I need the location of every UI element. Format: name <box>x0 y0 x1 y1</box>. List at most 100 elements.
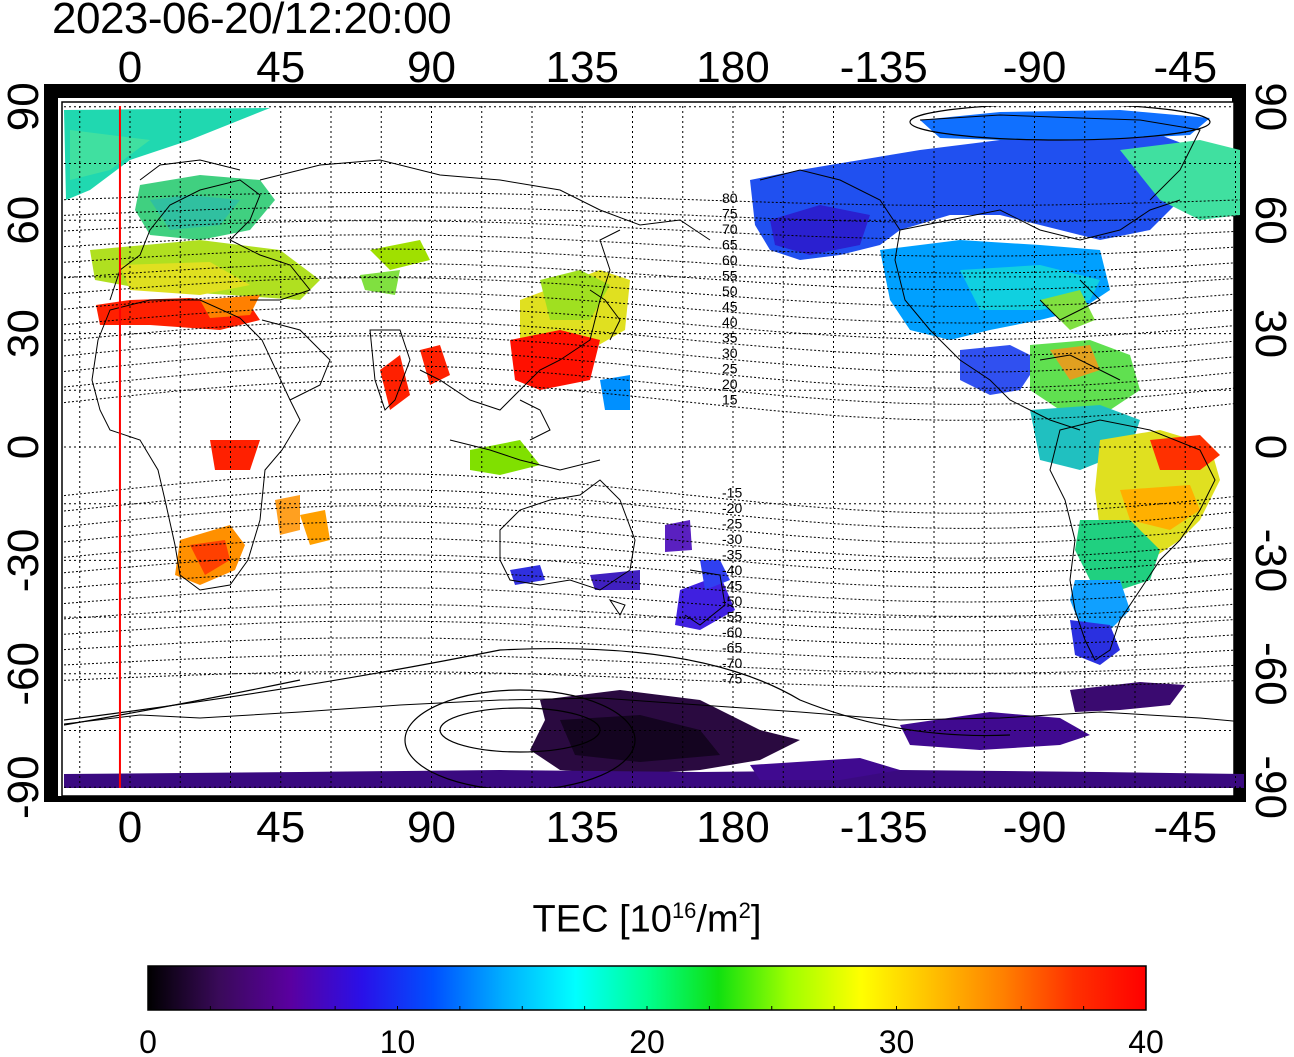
maglat-label: -15 <box>722 484 742 500</box>
maglat-label: 80 <box>722 190 738 206</box>
colorbar-tick-label: 10 <box>380 1024 416 1057</box>
maglat-label: 15 <box>722 392 738 408</box>
right-lat-label: 30 <box>1246 309 1294 358</box>
colorbar-title-unit: /m <box>696 898 739 941</box>
maglat-contour <box>64 603 1241 632</box>
maglat-contour <box>64 554 1241 589</box>
polar-contours <box>64 106 1211 788</box>
maglat-label: -55 <box>722 608 742 624</box>
maglat-label: 40 <box>722 314 738 330</box>
maglat-label: -20 <box>722 500 742 516</box>
top-lon-label: 0 <box>118 43 142 92</box>
maglat-label: 30 <box>722 345 738 361</box>
maglat-contour <box>64 365 1241 405</box>
maglat-contour <box>64 380 1241 421</box>
maglat-label: -40 <box>722 562 742 578</box>
maglat-contour <box>64 291 1241 324</box>
top-lon-label: 180 <box>696 43 769 92</box>
maglat-contour <box>64 637 1241 660</box>
colorbar-title-end: ] <box>750 898 762 941</box>
right-lat-label: -30 <box>1246 529 1294 593</box>
left-lat-label: 90 <box>0 82 48 131</box>
right-latitude-labels: 90 60 30 0 -30 -60 -90 <box>1246 82 1294 819</box>
bottom-lon-label: 45 <box>256 803 305 852</box>
maglat-contour <box>64 570 1241 603</box>
maglat-label: 60 <box>722 252 738 268</box>
maglat-contour <box>64 277 1241 307</box>
coastlines <box>64 114 1244 725</box>
maglat-label: -25 <box>722 515 742 531</box>
bottom-lon-label: 90 <box>407 803 456 852</box>
top-lon-label: 135 <box>546 43 619 92</box>
maglat-label: -30 <box>722 531 742 547</box>
maglat-label: 65 <box>722 237 738 253</box>
maglat-label: -65 <box>722 639 742 655</box>
colorbar-ticks: 0 10 20 30 40 <box>139 1006 1164 1057</box>
maglat-label: -45 <box>722 577 742 593</box>
maglat-contour <box>64 489 1241 529</box>
maglat-contour <box>64 473 1241 514</box>
maglat-label: -35 <box>722 546 742 562</box>
maglat-contour <box>64 537 1241 574</box>
bottom-lon-label: 180 <box>696 803 769 852</box>
right-lat-label: 90 <box>1246 82 1294 131</box>
maglat-contour <box>64 350 1241 389</box>
maglat-label: 45 <box>722 299 738 315</box>
maglat-label: -60 <box>722 624 742 640</box>
maglat-contour <box>64 220 1241 240</box>
bottom-lon-label: 135 <box>546 803 619 852</box>
maglat-contour <box>64 305 1241 340</box>
colorbar: 0 10 20 30 40 <box>139 965 1164 1057</box>
graticule <box>64 106 1244 788</box>
colorbar-tick-label: 0 <box>139 1024 157 1057</box>
maglat-contour <box>64 320 1241 357</box>
right-lat-label: 0 <box>1246 435 1294 459</box>
maglat-contour <box>64 671 1241 688</box>
maglat-contour <box>64 206 1241 223</box>
top-lon-label: -135 <box>840 43 928 92</box>
top-lon-label: 90 <box>407 43 456 92</box>
timestamp: 2023-06-20/12:20:00 <box>52 0 452 43</box>
maglat-label: 20 <box>722 376 738 392</box>
maglat-contour <box>64 505 1241 544</box>
left-lat-label: -90 <box>0 755 48 819</box>
maglat-label: 75 <box>722 206 738 222</box>
left-lat-label: -60 <box>0 642 48 706</box>
maglat-contour <box>64 654 1241 674</box>
right-lat-label: 60 <box>1246 196 1294 245</box>
left-lat-label: 0 <box>0 435 48 459</box>
colorbar-tick-label: 40 <box>1128 1024 1164 1057</box>
top-lon-label: -45 <box>1153 43 1217 92</box>
maglat-contour <box>64 262 1241 291</box>
right-lat-label: -60 <box>1246 642 1294 706</box>
colorbar-tick-label: 20 <box>629 1024 665 1057</box>
maglat-contour <box>64 335 1241 373</box>
maglat-label: -50 <box>722 593 742 609</box>
maglat-contour <box>64 192 1241 206</box>
colorbar-title-exponent: 16 <box>671 898 697 923</box>
magnetic-latitude-contours <box>64 192 1241 688</box>
colorbar-title-unit-exponent: 2 <box>738 898 751 923</box>
colorbar-title-main: TEC [10 <box>532 898 672 941</box>
maglat-label: 55 <box>722 268 738 284</box>
top-lon-label: -90 <box>1003 43 1067 92</box>
colorbar-title: TEC [1016/m2] <box>0 898 1294 942</box>
bottom-lon-label: -45 <box>1153 803 1217 852</box>
bottom-lon-label: -90 <box>1003 803 1067 852</box>
maglat-label: 50 <box>722 283 738 299</box>
maglat-contour <box>64 587 1241 617</box>
left-lat-label: 60 <box>0 196 48 245</box>
colorbar-tick-label: 30 <box>879 1024 915 1057</box>
maglat-label: -75 <box>722 670 742 686</box>
top-lon-label: 45 <box>256 43 305 92</box>
colorbar-gradient <box>147 965 1147 1011</box>
bottom-longitude-labels: 0 45 90 135 180 -135 -90 -45 <box>118 803 1217 852</box>
maglat-label: -70 <box>722 655 742 671</box>
maglat-contour <box>64 521 1241 559</box>
right-lat-label: -90 <box>1246 755 1294 819</box>
bottom-lon-label: 0 <box>118 803 142 852</box>
maglat-contour <box>64 234 1241 257</box>
maglat-contour <box>64 620 1241 646</box>
left-lat-label: 30 <box>0 309 48 358</box>
